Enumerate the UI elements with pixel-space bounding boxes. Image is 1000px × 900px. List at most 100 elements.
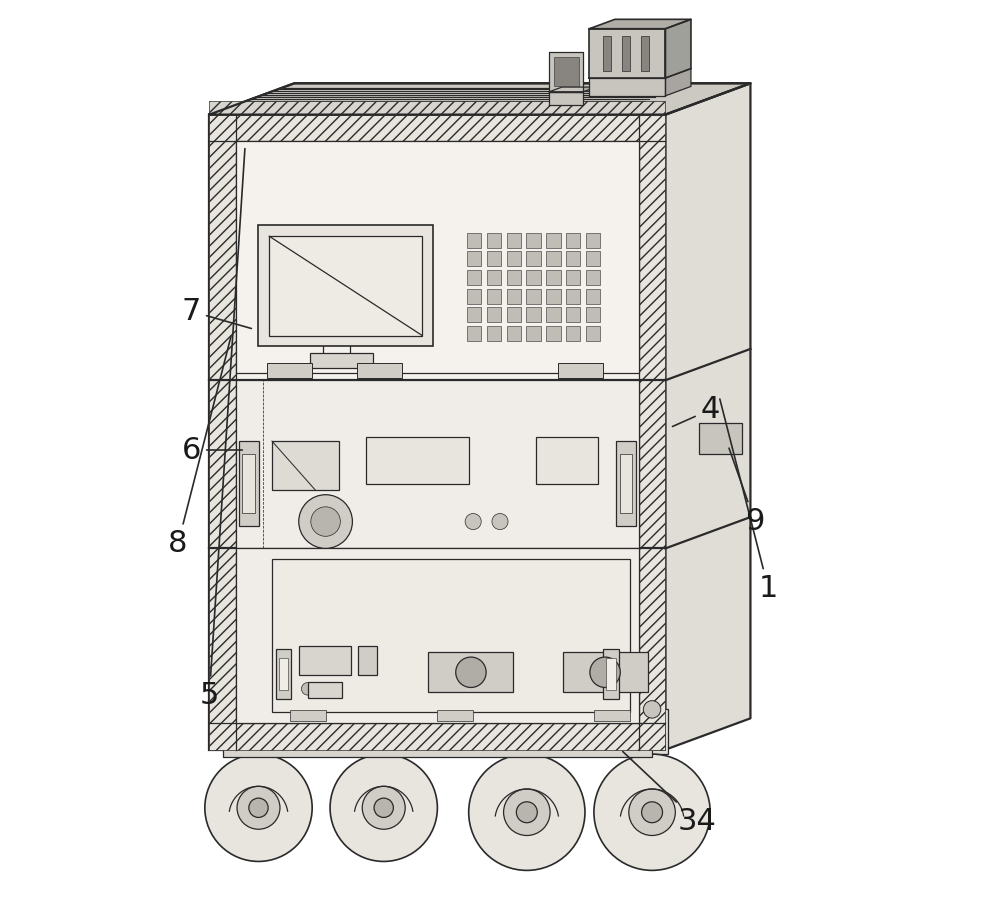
Circle shape: [465, 514, 481, 529]
Bar: [566, 326, 580, 341]
Bar: [236, 141, 639, 374]
Circle shape: [469, 754, 585, 870]
Circle shape: [516, 802, 537, 823]
Circle shape: [237, 787, 280, 829]
Polygon shape: [215, 111, 617, 112]
Bar: [566, 307, 580, 322]
Bar: [526, 326, 541, 341]
Bar: [209, 114, 665, 141]
Bar: [467, 289, 481, 303]
Bar: [209, 114, 665, 750]
Circle shape: [315, 682, 327, 695]
Bar: [428, 652, 513, 692]
Circle shape: [299, 495, 352, 548]
Circle shape: [594, 754, 710, 870]
Polygon shape: [278, 87, 681, 89]
Circle shape: [362, 787, 405, 829]
Bar: [276, 650, 291, 698]
Bar: [272, 559, 630, 712]
Bar: [620, 454, 632, 513]
Bar: [507, 289, 521, 303]
Bar: [437, 710, 473, 721]
Polygon shape: [665, 84, 750, 750]
Bar: [622, 36, 630, 71]
Circle shape: [642, 802, 663, 823]
Polygon shape: [246, 99, 649, 101]
Bar: [563, 652, 648, 692]
Polygon shape: [257, 95, 659, 97]
Bar: [267, 364, 312, 378]
Bar: [487, 270, 501, 285]
Bar: [566, 289, 580, 303]
Bar: [467, 270, 481, 285]
Bar: [467, 326, 481, 341]
Bar: [299, 646, 351, 674]
Bar: [526, 233, 541, 248]
Text: 1: 1: [720, 399, 778, 603]
Circle shape: [492, 514, 508, 529]
Circle shape: [629, 789, 675, 835]
Text: 8: 8: [168, 337, 231, 558]
Text: 6: 6: [182, 436, 242, 464]
Text: 9: 9: [729, 448, 765, 536]
Bar: [586, 289, 600, 303]
Bar: [566, 233, 580, 248]
Polygon shape: [225, 107, 628, 109]
Bar: [507, 270, 521, 285]
Bar: [507, 307, 521, 322]
Bar: [566, 270, 580, 285]
Circle shape: [518, 701, 536, 718]
Polygon shape: [589, 78, 665, 95]
Bar: [699, 423, 742, 454]
Bar: [269, 236, 422, 336]
Bar: [636, 709, 668, 754]
Bar: [209, 101, 665, 114]
Bar: [507, 251, 521, 266]
Bar: [586, 326, 600, 341]
Text: 7: 7: [182, 297, 251, 328]
Bar: [554, 57, 579, 86]
Polygon shape: [209, 84, 750, 114]
Bar: [209, 723, 665, 750]
Circle shape: [250, 701, 267, 717]
Bar: [236, 548, 639, 723]
Circle shape: [249, 798, 268, 817]
Bar: [290, 710, 326, 721]
Circle shape: [643, 701, 661, 718]
Bar: [546, 233, 561, 248]
Bar: [566, 251, 580, 266]
Bar: [209, 723, 665, 750]
Circle shape: [205, 754, 312, 861]
Text: 5: 5: [200, 148, 245, 710]
Bar: [467, 251, 481, 266]
Bar: [526, 270, 541, 285]
Bar: [487, 326, 501, 341]
Bar: [526, 307, 541, 322]
Bar: [546, 270, 561, 285]
Bar: [272, 441, 339, 491]
Bar: [357, 364, 402, 378]
Bar: [511, 709, 543, 754]
Bar: [546, 251, 561, 266]
Bar: [310, 354, 373, 368]
Bar: [586, 270, 600, 285]
Bar: [558, 364, 603, 378]
Bar: [616, 441, 636, 526]
Bar: [258, 226, 433, 346]
Bar: [586, 233, 600, 248]
Polygon shape: [268, 92, 670, 93]
Polygon shape: [589, 68, 691, 78]
Bar: [546, 307, 561, 322]
Bar: [639, 114, 665, 750]
Bar: [487, 251, 501, 266]
Circle shape: [301, 682, 314, 695]
Bar: [369, 709, 398, 754]
Bar: [641, 36, 649, 71]
Circle shape: [330, 754, 437, 861]
Polygon shape: [589, 19, 691, 29]
Bar: [603, 650, 619, 698]
Bar: [507, 326, 521, 341]
Bar: [239, 441, 258, 526]
Bar: [526, 289, 541, 303]
Circle shape: [456, 657, 486, 688]
